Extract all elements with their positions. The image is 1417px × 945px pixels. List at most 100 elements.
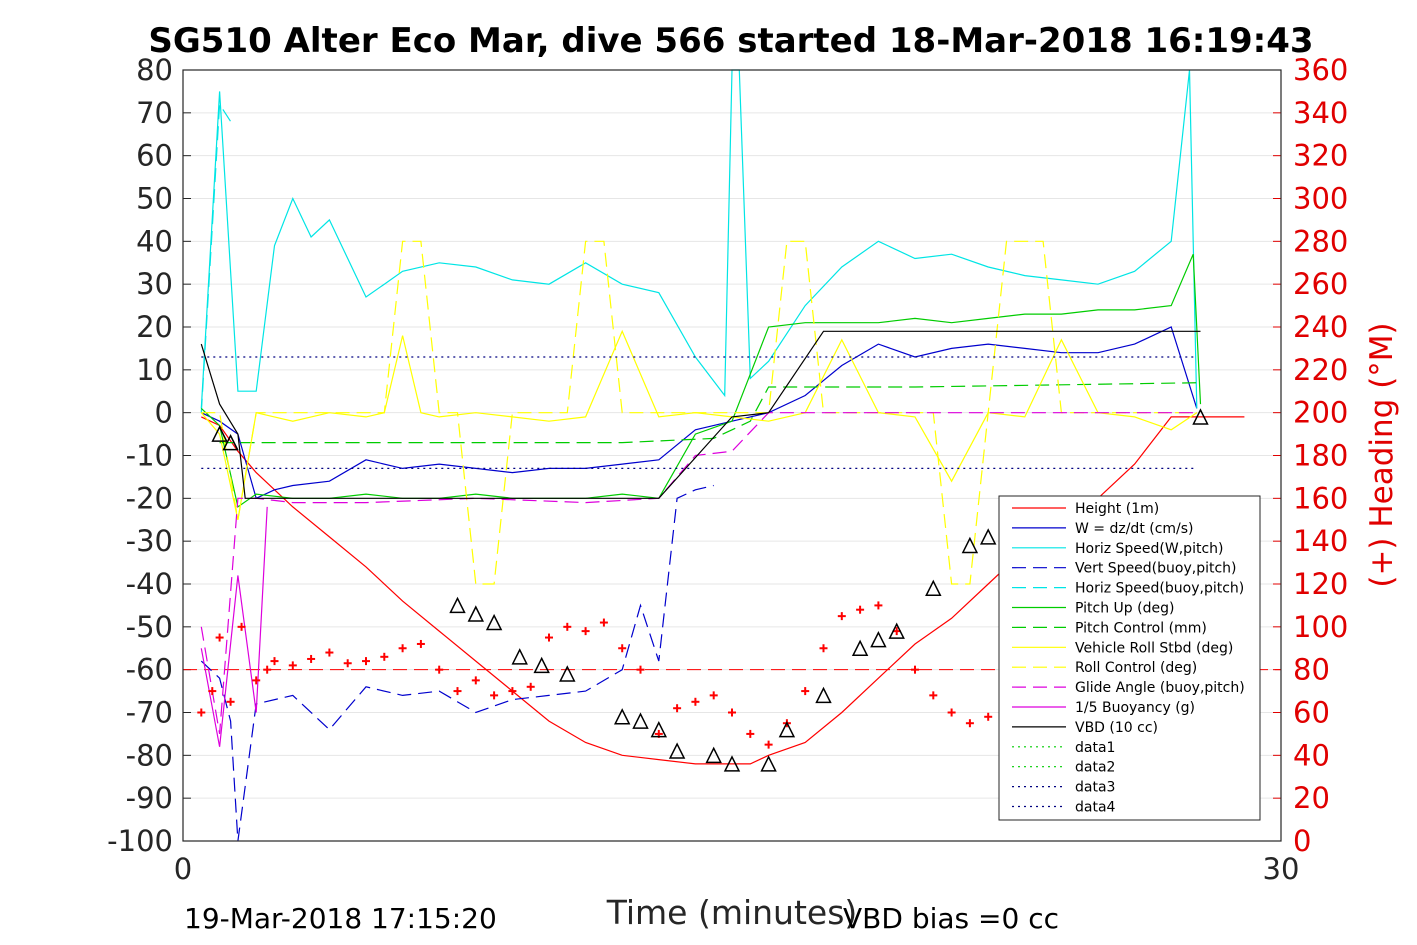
- triangle-marker: [925, 579, 942, 597]
- triangle-markers: [211, 408, 1209, 772]
- y-right-tick-label: 100: [1293, 610, 1348, 644]
- heading-point: [874, 601, 883, 610]
- triangle-marker: [888, 622, 905, 639]
- y-right-tick-label: 200: [1293, 396, 1348, 430]
- heading-point: [929, 691, 938, 700]
- y-right-tick-label: 340: [1293, 96, 1348, 130]
- y-axis-right-label: (+) Heading (°M): [1364, 322, 1400, 587]
- y-tick-label: -40: [126, 567, 173, 601]
- heading-point: [270, 657, 279, 666]
- heading-point: [453, 687, 462, 696]
- triangle-marker: [467, 605, 485, 622]
- y-tick-label: 10: [136, 353, 173, 387]
- series-line-7: [200, 329, 1198, 520]
- triangle-marker: [222, 433, 239, 451]
- triangle-marker: [1192, 408, 1209, 425]
- legend-label-8: Roll Control (deg): [1075, 660, 1197, 676]
- heading-point: [801, 687, 810, 696]
- heading-point: [307, 654, 316, 663]
- y-tick-label: -80: [126, 738, 173, 772]
- y-right-tick-label: 120: [1293, 567, 1348, 601]
- y-tick-label: 0: [155, 396, 173, 430]
- y-tick-label: -30: [126, 524, 173, 558]
- triangle-marker: [815, 686, 832, 704]
- x-tick-label: 30: [1263, 852, 1300, 886]
- series-line-2: [200, 69, 1198, 409]
- triangle-marker: [650, 720, 668, 738]
- legend-label-10: 1/5 Buoyancy (g): [1075, 700, 1195, 716]
- heading-point: [237, 622, 246, 631]
- legend-label-4: Horiz Speed(buoy,pitch): [1075, 581, 1244, 597]
- triangle-marker: [979, 528, 997, 545]
- legend-label-15: data4: [1075, 800, 1116, 816]
- heading-point: [691, 697, 700, 706]
- series-layer: [183, 69, 1281, 842]
- heading-point: [288, 661, 297, 670]
- legend-label-1: W = dz/dt (cm/s): [1075, 521, 1194, 537]
- triangle-marker: [723, 755, 741, 772]
- y-right-tick-label: 320: [1293, 139, 1348, 173]
- legend: Height (1m) W = dz/dt (cm/s) Horiz Speed(W…: [998, 495, 1261, 821]
- triangle-marker: [449, 596, 466, 614]
- y-right-tick-label: 140: [1293, 524, 1348, 558]
- legend-label-9: Glide Angle (buoy,pitch): [1075, 680, 1245, 696]
- triangle-marker: [851, 639, 869, 656]
- y-tick-label: -20: [126, 481, 173, 515]
- legend-label-11: VBD (10 cc): [1075, 720, 1158, 736]
- y-tick-label: -100: [107, 824, 173, 858]
- y-right-tick-label: 80: [1293, 653, 1330, 687]
- y-tick-label: 50: [136, 182, 173, 216]
- heading-point: [263, 665, 272, 674]
- heading-point: [197, 708, 206, 717]
- x-tick-label: 0: [174, 852, 192, 886]
- heading-point: [819, 644, 828, 653]
- triangle-marker: [760, 755, 777, 772]
- series-line-1: [201, 326, 1198, 500]
- heading-point: [837, 612, 846, 621]
- y-tick-label: -70: [126, 696, 173, 730]
- series-line-8: [201, 240, 1197, 585]
- y-right-tick-label: 360: [1293, 53, 1348, 87]
- y-right-tick-label: 220: [1293, 353, 1348, 387]
- plot-frame: [182, 69, 1282, 842]
- footer-vbd-bias: VBD bias =0 cc: [843, 902, 1059, 935]
- heading-point: [984, 712, 993, 721]
- heading-point: [728, 708, 736, 717]
- heading-point: [490, 691, 499, 700]
- legend-label-3: Vert Speed(buoy,pitch): [1075, 561, 1237, 577]
- heading-point: [636, 665, 645, 674]
- y-tick-label: 40: [136, 224, 173, 258]
- y-right-tick-label: 20: [1293, 781, 1330, 815]
- series-line-6: [219, 382, 1201, 444]
- y-right-tick-label: 160: [1293, 481, 1348, 515]
- y-tick-label: 20: [136, 310, 173, 344]
- series-line-9: [200, 412, 1197, 735]
- triangle-marker: [533, 656, 550, 674]
- triangle-marker: [778, 720, 796, 738]
- series-line-10: [200, 506, 268, 747]
- legend-label-12: data1: [1075, 740, 1115, 756]
- heading-point: [599, 618, 608, 627]
- legend-label-0: Height (1m): [1075, 501, 1159, 517]
- triangle-marker: [511, 648, 528, 665]
- heading-point: [563, 622, 572, 631]
- triangle-marker: [870, 631, 887, 648]
- y-tick-label: -10: [126, 439, 173, 473]
- heading-points: [197, 601, 1198, 803]
- y-axis-right: 3603403203002802602402202001801601401201…: [1273, 53, 1348, 858]
- chart-title: SG510 Alter Eco Mar, dive 566 started 18…: [148, 21, 1313, 61]
- y-tick-label: -60: [126, 653, 173, 687]
- y-right-tick-label: 60: [1293, 696, 1330, 730]
- heading-point: [398, 644, 407, 653]
- series-line-4: [200, 102, 232, 413]
- y-tick-label: 60: [136, 139, 173, 173]
- y-right-tick-label: 0: [1293, 824, 1311, 858]
- x-axis-label: Time (minutes): [606, 893, 858, 932]
- heading-point: [435, 665, 444, 674]
- y-tick-label: -50: [126, 610, 173, 644]
- heading-point: [325, 648, 334, 657]
- y-tick-label: 30: [136, 267, 173, 301]
- heading-point: [947, 708, 956, 717]
- legend-label-5: Pitch Up (deg): [1075, 601, 1174, 617]
- heading-point: [343, 659, 352, 668]
